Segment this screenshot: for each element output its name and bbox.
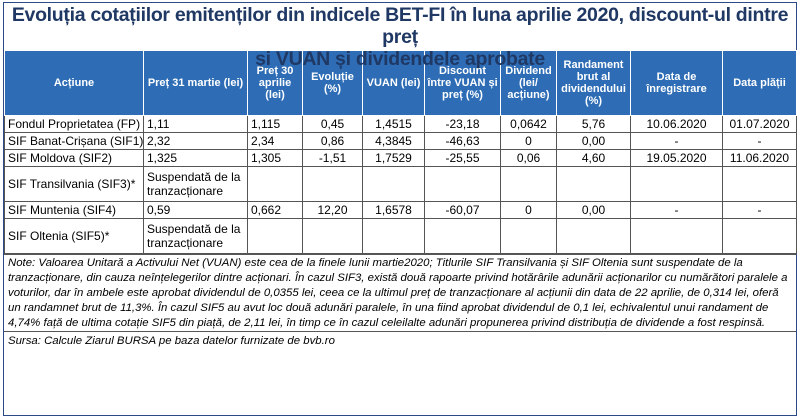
col-header-dividend: Dividend (lei/ acțiune) bbox=[500, 50, 557, 116]
cell-evolutie bbox=[302, 218, 363, 254]
title-line-1: Evoluția cotațiilor emitenților din indi… bbox=[11, 4, 789, 48]
cell-data-platii: 01.07.2020 bbox=[722, 115, 797, 133]
table-row: SIF Moldova (SIF2) 1,325 1,305 -1,51 1,7… bbox=[4, 149, 797, 167]
cell-vuan: 4,3845 bbox=[362, 132, 425, 150]
cell-discount: -23,18 bbox=[424, 115, 501, 133]
cell-dividend bbox=[500, 218, 557, 254]
col-header-randament: Randament brut al dividendului (%) bbox=[556, 50, 631, 116]
bet-fi-table: Acțiune Preț 31 martie (lei) Preț 30 apr… bbox=[4, 50, 797, 254]
cell-pret-31-martie: 0,59 bbox=[143, 201, 248, 219]
col-header-actiune: Acțiune bbox=[4, 50, 144, 116]
table-row: SIF Transilvania (SIF3)* Suspendată de l… bbox=[4, 166, 797, 202]
cell-actiune: SIF Transilvania (SIF3)* bbox=[4, 166, 144, 202]
cell-dividend: 0 bbox=[500, 201, 557, 219]
cell-data-inregistrare: 10.06.2020 bbox=[630, 115, 723, 133]
cell-data-platii bbox=[722, 218, 797, 254]
cell-evolutie: 0,86 bbox=[302, 132, 363, 150]
cell-pret-31-martie: Suspendată de la tranzacționare bbox=[143, 218, 248, 254]
table-notes: Note: Valoarea Unitară a Activului Net (… bbox=[4, 254, 796, 331]
cell-evolutie: 0,45 bbox=[302, 115, 363, 133]
cell-randament: 5,76 bbox=[556, 115, 631, 133]
cell-dividend: 0,06 bbox=[500, 149, 557, 167]
cell-randament: 0,00 bbox=[556, 201, 631, 219]
cell-dividend: 0,0642 bbox=[500, 115, 557, 133]
cell-actiune: Fondul Proprietatea (FP) bbox=[4, 115, 144, 133]
cell-evolutie bbox=[302, 166, 363, 202]
table-row: SIF Oltenia (SIF5)* Suspendată de la tra… bbox=[4, 218, 797, 254]
cell-pret-30-aprilie: 1,305 bbox=[247, 149, 303, 167]
cell-data-inregistrare: - bbox=[630, 201, 723, 219]
cell-pret-31-martie: 1,11 bbox=[143, 115, 248, 133]
table-header-row: Acțiune Preț 31 martie (lei) Preț 30 apr… bbox=[4, 50, 797, 116]
cell-pret-30-aprilie bbox=[247, 166, 303, 202]
cell-data-inregistrare: 19.05.2020 bbox=[630, 149, 723, 167]
cell-pret-30-aprilie: 1,115 bbox=[247, 115, 303, 133]
cell-data-inregistrare: - bbox=[630, 132, 723, 150]
cell-randament: 4,60 bbox=[556, 149, 631, 167]
cell-actiune: SIF Moldova (SIF2) bbox=[4, 149, 144, 167]
cell-evolutie: -1,51 bbox=[302, 149, 363, 167]
cell-discount: -46,63 bbox=[424, 132, 501, 150]
col-header-evolutie: Evoluție (%) bbox=[302, 50, 363, 116]
cell-actiune: SIF Oltenia (SIF5)* bbox=[4, 218, 144, 254]
cell-vuan bbox=[362, 218, 425, 254]
cell-randament: 0,00 bbox=[556, 132, 631, 150]
report-title: Evoluția cotațiilor emitenților din indi… bbox=[4, 3, 796, 70]
cell-discount bbox=[424, 218, 501, 254]
table-row: Fondul Proprietatea (FP) 1,11 1,115 0,45… bbox=[4, 115, 797, 133]
col-header-data-platii: Data plății bbox=[722, 50, 797, 116]
col-header-pret-30-aprilie: Preț 30 aprilie (lei) bbox=[247, 50, 303, 116]
col-header-vuan: VUAN (lei) bbox=[362, 50, 425, 116]
cell-discount: -60,07 bbox=[424, 201, 501, 219]
source-line: Sursa: Calcule Ziarul BURSA pe baza date… bbox=[4, 331, 796, 350]
cell-data-inregistrare bbox=[630, 166, 723, 202]
cell-discount bbox=[424, 166, 501, 202]
cell-pret-30-aprilie: 0,662 bbox=[247, 201, 303, 219]
cell-discount: -25,55 bbox=[424, 149, 501, 167]
cell-dividend bbox=[500, 166, 557, 202]
cell-pret-31-martie: Suspendată de la tranzacționare bbox=[143, 166, 248, 202]
cell-actiune: SIF Banat-Crișana (SIF1) bbox=[4, 132, 144, 150]
cell-data-inregistrare bbox=[630, 218, 723, 254]
cell-pret-30-aprilie: 2,34 bbox=[247, 132, 303, 150]
cell-data-platii bbox=[722, 166, 797, 202]
cell-data-platii: - bbox=[722, 201, 797, 219]
col-header-pret-31-martie: Preț 31 martie (lei) bbox=[143, 50, 248, 116]
cell-data-platii: 11.06.2020 bbox=[722, 149, 797, 167]
cell-dividend: 0 bbox=[500, 132, 557, 150]
cell-vuan: 1,7529 bbox=[362, 149, 425, 167]
table-row: SIF Banat-Crișana (SIF1) 2,32 2,34 0,86 … bbox=[4, 132, 797, 150]
col-header-data-inregistrare: Data de înregistrare bbox=[630, 50, 723, 116]
cell-pret-31-martie: 1,325 bbox=[143, 149, 248, 167]
cell-randament bbox=[556, 218, 631, 254]
cell-actiune: SIF Muntenia (SIF4) bbox=[4, 201, 144, 219]
col-header-discount: Discount între VUAN și preț (%) bbox=[424, 50, 501, 116]
report-frame: Evoluția cotațiilor emitenților din indi… bbox=[3, 2, 797, 416]
cell-pret-30-aprilie bbox=[247, 218, 303, 254]
table-row: SIF Muntenia (SIF4) 0,59 0,662 12,20 1,6… bbox=[4, 201, 797, 219]
cell-vuan: 1,4515 bbox=[362, 115, 425, 133]
cell-randament bbox=[556, 166, 631, 202]
cell-vuan bbox=[362, 166, 425, 202]
cell-data-platii: - bbox=[722, 132, 797, 150]
cell-pret-31-martie: 2,32 bbox=[143, 132, 248, 150]
cell-evolutie: 12,20 bbox=[302, 201, 363, 219]
cell-vuan: 1,6578 bbox=[362, 201, 425, 219]
